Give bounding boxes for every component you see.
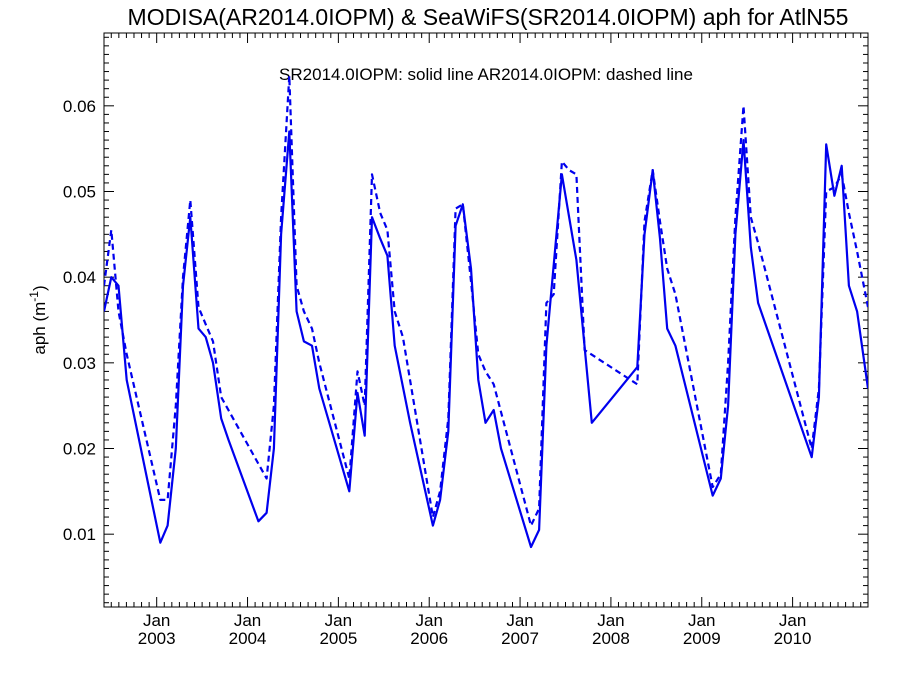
x-tick-label-month: Jan xyxy=(234,611,261,630)
y-axis-label-exponent: -1 xyxy=(27,291,41,302)
x-tick-label-year: 2007 xyxy=(501,629,539,648)
plot-frame xyxy=(103,32,869,608)
y-axis-label-text: aph (m xyxy=(30,302,49,355)
x-tick-label-year: 2010 xyxy=(774,629,812,648)
plot-axes: 0.010.020.030.040.050.06Jan2003Jan2004Ja… xyxy=(63,32,869,648)
x-tick-label-month: Jan xyxy=(779,611,806,630)
x-tick-label-year: 2009 xyxy=(683,629,721,648)
x-tick-label-month: Jan xyxy=(416,611,443,630)
x-tick-label-month: Jan xyxy=(688,611,715,630)
y-tick-label: 0.05 xyxy=(63,182,96,201)
y-tick-label: 0.03 xyxy=(63,354,96,373)
series-layer xyxy=(104,74,868,549)
x-tick-label-month: Jan xyxy=(597,611,624,630)
y-tick-label: 0.01 xyxy=(63,525,96,544)
y-tick-label: 0.04 xyxy=(63,268,96,287)
y-tick-label: 0.02 xyxy=(63,440,96,459)
x-tick-label-year: 2005 xyxy=(319,629,357,648)
series-line-solid xyxy=(104,130,868,549)
x-tick-label-month: Jan xyxy=(506,611,533,630)
chart-title: MODISA(AR2014.0IOPM) & SeaWiFS(SR2014.0I… xyxy=(128,4,849,30)
y-axis-label-close: ) xyxy=(30,285,49,291)
x-tick-label-year: 2003 xyxy=(138,629,176,648)
series-line-dashed xyxy=(104,74,868,527)
y-axis-label: aph (m-1) xyxy=(27,285,49,354)
x-tick-label-year: 2008 xyxy=(592,629,630,648)
x-tick-label-year: 2006 xyxy=(410,629,448,648)
x-tick-label-month: Jan xyxy=(143,611,170,630)
x-tick-label-year: 2004 xyxy=(229,629,267,648)
line-style-annotation: SR2014.0IOPM: solid line AR2014.0IOPM: d… xyxy=(279,65,693,84)
x-tick-label-month: Jan xyxy=(325,611,352,630)
y-tick-label: 0.06 xyxy=(63,97,96,116)
